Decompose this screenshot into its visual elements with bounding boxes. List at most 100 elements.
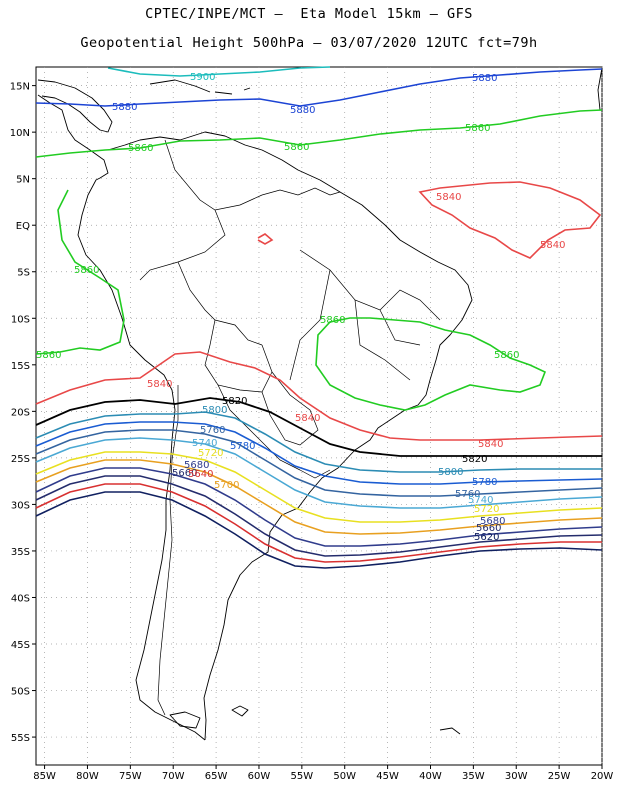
contour-labels: 5900 5880 5880 5880 5860 5860 5860 5860 … <box>36 72 565 543</box>
lon-tick-labels: 85W 80W 75W 70W 65W 60W 55W 50W 45W 40W 35W 30W 25W 2… <box>33 765 613 782</box>
lat-tick-label: 55S <box>11 733 30 744</box>
contour-label: 5740 <box>468 495 493 506</box>
contour-5620 <box>35 491 603 569</box>
contour-5720 <box>35 451 603 523</box>
contour-5680 <box>35 467 603 547</box>
lat-tick-label: EQ <box>16 221 30 232</box>
border-brazil-north <box>139 209 226 281</box>
contour-label: 5680 <box>480 516 505 527</box>
contour-label: 5720 <box>474 504 499 515</box>
border-argentina-north <box>217 384 301 471</box>
contour-5640 <box>35 483 602 563</box>
contour-5700 <box>35 459 603 535</box>
tierra-del-fuego <box>169 711 201 729</box>
contour-label: 5840 <box>295 413 320 424</box>
border-brazil-states <box>289 249 441 381</box>
lat-tick-label: 5N <box>16 175 30 186</box>
lat-tick-label: 35S <box>11 547 30 558</box>
coastline-caribbean <box>107 131 473 741</box>
border-bolivia <box>204 319 273 393</box>
contour-label: 5840 <box>540 240 565 251</box>
lon-tick-label: 55W <box>291 771 314 782</box>
contour-label: 5760 <box>455 489 480 500</box>
contour-label: 5860 <box>494 350 519 361</box>
lon-tick-label: 80W <box>76 771 99 782</box>
lat-tick-label: 10S <box>11 314 30 325</box>
contour-label: 5860 <box>284 142 309 153</box>
lat-tick-label: 40S <box>11 593 30 604</box>
contour-5860-west <box>35 189 125 355</box>
contour-label: 5800 <box>202 405 227 416</box>
contour-label: 5860 <box>36 350 61 361</box>
contour-label: 5880 <box>112 102 137 113</box>
lon-tick-label: 40W <box>419 771 442 782</box>
contour-label: 5860 <box>128 143 153 154</box>
border-guianas <box>261 187 341 196</box>
contour-label: 5860 <box>320 315 345 326</box>
contour-label: 5800 <box>438 467 463 478</box>
lon-tick-label: 35W <box>462 771 485 782</box>
contour-label: 5880 <box>472 73 497 84</box>
contour-label: 5700 <box>214 480 239 491</box>
coastline-pacific <box>37 94 206 741</box>
country-borders <box>139 139 441 716</box>
border-colombia-venezuela <box>164 139 263 211</box>
lon-tick-label: 45W <box>376 771 399 782</box>
lon-tick-label: 50W <box>333 771 356 782</box>
lon-tick-label: 85W <box>33 771 56 782</box>
lat-tick-label: 15N <box>10 82 30 93</box>
geopotential-contours <box>35 66 603 569</box>
contour-5740 <box>35 437 603 509</box>
contour-5840-east <box>418 181 602 259</box>
contour-5900 <box>107 66 331 77</box>
map-title: CPTEC/INPE/MCT – Eta Model 15km – GFS <box>145 6 473 22</box>
contour-5780 <box>35 421 603 485</box>
contour-label: 5840 <box>147 379 172 390</box>
contour-5880 <box>35 68 603 107</box>
contour-5860-north <box>35 109 603 158</box>
contour-5840-amazon <box>257 233 274 245</box>
lat-tick-label: 15S <box>11 361 30 372</box>
lon-tick-label: 20W <box>591 771 614 782</box>
contour-label: 5820 <box>222 396 247 407</box>
contour-label: 5660 <box>172 468 197 479</box>
south-georgia <box>439 727 461 735</box>
lat-tick-label: 20S <box>11 407 30 418</box>
lon-tick-label: 75W <box>119 771 142 782</box>
contour-label: 5660 <box>476 523 501 534</box>
lat-tick-label: 5S <box>17 268 30 279</box>
contour-label: 5900 <box>190 72 215 83</box>
border-paraguay <box>261 371 319 446</box>
lat-tick-label: 45S <box>11 640 30 651</box>
contour-label: 5880 <box>290 105 315 116</box>
contour-label: 5620 <box>474 532 499 543</box>
contour-label: 5860 <box>74 265 99 276</box>
falkland-islands <box>231 705 249 717</box>
lon-tick-label: 30W <box>505 771 528 782</box>
map-subtitle: Geopotential Height 500hPa – 03/07/2020 … <box>80 35 538 51</box>
contour-label: 5740 <box>192 438 217 449</box>
contour-label: 5780 <box>230 441 255 452</box>
contour-label: 5640 <box>188 469 213 480</box>
border-argentina-chile <box>157 385 179 716</box>
lat-tick-label: 50S <box>11 687 30 698</box>
contour-5820 <box>35 397 602 457</box>
contour-5660 <box>35 475 603 557</box>
coastline-africa <box>597 67 603 111</box>
contour-5760 <box>35 429 603 497</box>
contour-label: 5840 <box>436 192 461 203</box>
contour-label: 5860 <box>465 123 490 134</box>
lon-tick-label: 25W <box>548 771 571 782</box>
contour-label: 5720 <box>198 448 223 459</box>
border-peru-brazil <box>177 261 263 346</box>
lon-tick-label: 70W <box>162 771 185 782</box>
lat-tick-label: 30S <box>11 500 30 511</box>
contour-label: 5840 <box>478 439 503 450</box>
lat-tick-label: 10N <box>10 128 30 139</box>
lon-tick-label: 60W <box>248 771 271 782</box>
border-uruguay <box>299 469 331 479</box>
contour-label: 5760 <box>200 425 225 436</box>
contour-5860-east <box>315 317 547 411</box>
lat-tick-label: 25S <box>11 454 30 465</box>
